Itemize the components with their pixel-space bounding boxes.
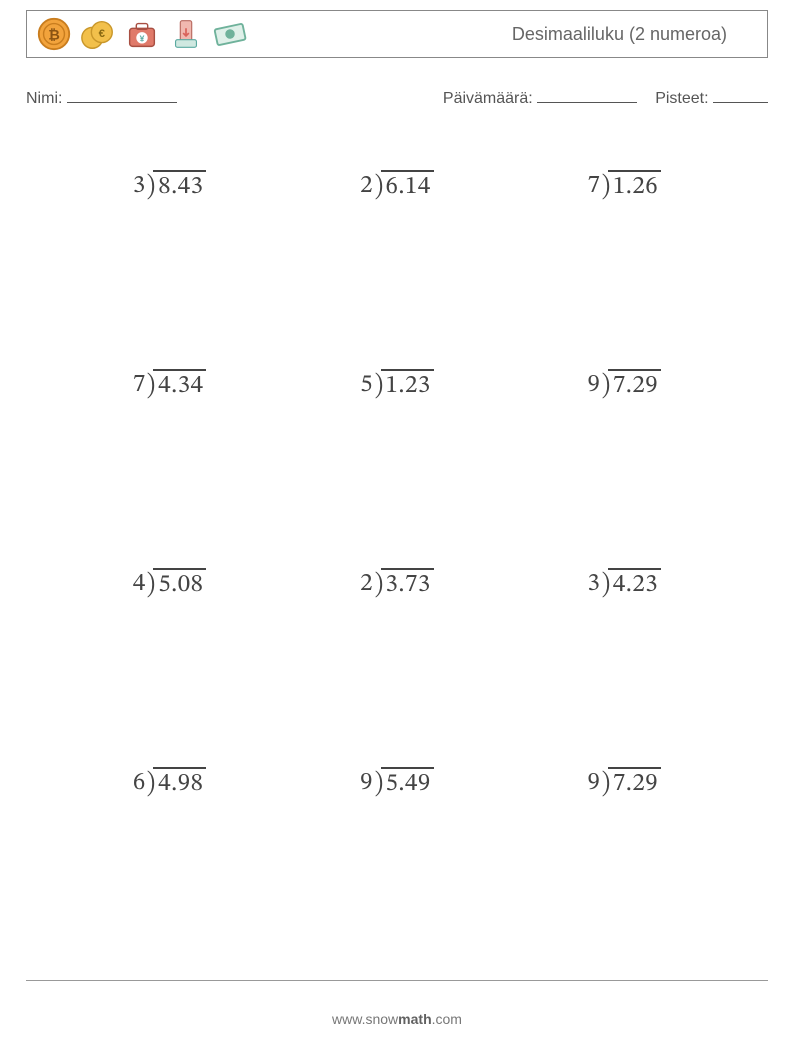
bitcoin-coin-icon: ₿ xyxy=(35,15,73,53)
division-bracket: ) xyxy=(374,372,383,400)
dividend: 4.34 xyxy=(153,369,206,398)
name-blank[interactable] xyxy=(67,86,177,103)
divisor: 2 xyxy=(360,571,373,597)
long-division: 9 ) 7.29 xyxy=(587,767,661,796)
name-field: Nimi: xyxy=(26,86,443,108)
division-bracket: ) xyxy=(147,571,156,599)
name-label: Nimi: xyxy=(26,90,62,107)
long-division: 3 ) 8.43 xyxy=(133,170,207,199)
division-bracket: ) xyxy=(147,173,156,201)
score-field: Pisteet: xyxy=(655,86,768,108)
footer-rule xyxy=(26,980,768,981)
long-division: 9 ) 5.49 xyxy=(360,767,434,796)
worksheet-title: Desimaaliluku (2 numeroa) xyxy=(512,24,727,45)
division-bracket: ) xyxy=(147,372,156,400)
divisor: 9 xyxy=(587,770,600,796)
svg-text:€: € xyxy=(99,28,106,40)
division-bracket: ) xyxy=(602,372,611,400)
dividend: 7.29 xyxy=(608,767,661,796)
divisor: 2 xyxy=(360,173,373,199)
divisor: 4 xyxy=(133,571,146,597)
svg-text:¥: ¥ xyxy=(140,34,145,44)
division-bracket: ) xyxy=(602,571,611,599)
long-division: 5 ) 1.23 xyxy=(360,369,434,398)
card-swipe-icon xyxy=(167,15,205,53)
dividend: 8.43 xyxy=(153,170,206,199)
long-division: 4 ) 5.08 xyxy=(133,568,207,597)
division-problem: 5 ) 1.23 xyxy=(283,369,510,398)
division-problem: 4 ) 5.08 xyxy=(56,568,283,597)
division-problem: 9 ) 5.49 xyxy=(283,767,510,796)
division-problem: 3 ) 8.43 xyxy=(56,170,283,199)
divisor: 9 xyxy=(587,372,600,398)
footer-prefix: www. xyxy=(332,1011,365,1027)
division-problem: 9 ) 7.29 xyxy=(511,369,738,398)
division-problem: 6 ) 4.98 xyxy=(56,767,283,796)
division-bracket: ) xyxy=(147,770,156,798)
long-division: 2 ) 3.73 xyxy=(360,568,434,597)
long-division: 7 ) 4.34 xyxy=(133,369,207,398)
division-problem: 2 ) 3.73 xyxy=(283,568,510,597)
problems-grid: 3 ) 8.43 2 ) 6.14 7 ) 1.26 7 ) 4.34 xyxy=(26,170,768,796)
dividend: 1.26 xyxy=(608,170,661,199)
long-division: 2 ) 6.14 xyxy=(360,170,434,199)
dividend: 5.08 xyxy=(153,568,206,597)
date-label: Päivämäärä: xyxy=(443,90,533,107)
division-bracket: ) xyxy=(374,770,383,798)
footer-brand-math: math xyxy=(398,1011,431,1027)
divisor: 7 xyxy=(133,372,146,398)
dividend: 3.73 xyxy=(381,568,434,597)
meta-row: Nimi: Päivämäärä: Pisteet: xyxy=(26,86,768,108)
divisor: 5 xyxy=(360,372,373,398)
dividend: 4.98 xyxy=(153,767,206,796)
date-blank[interactable] xyxy=(537,86,637,103)
svg-text:₿: ₿ xyxy=(48,28,60,44)
score-label: Pisteet: xyxy=(655,90,708,107)
footer-url: www.snowmath.com xyxy=(0,1011,794,1027)
divisor: 3 xyxy=(587,571,600,597)
date-field: Päivämäärä: xyxy=(443,86,637,108)
long-division: 7 ) 1.26 xyxy=(587,170,661,199)
long-division: 6 ) 4.98 xyxy=(133,767,207,796)
division-problem: 2 ) 6.14 xyxy=(283,170,510,199)
divisor: 9 xyxy=(360,770,373,796)
divisor: 7 xyxy=(587,173,600,199)
long-division: 3 ) 4.23 xyxy=(587,568,661,597)
dividend: 1.23 xyxy=(381,369,434,398)
header-box: ₿ € ¥ Desimaaliluku (2 numeroa) xyxy=(26,10,768,58)
division-problem: 9 ) 7.29 xyxy=(511,767,738,796)
worksheet-page: ₿ € ¥ Desimaaliluku (2 numeroa) Nimi: Pä… xyxy=(0,0,794,796)
cash-bill-icon xyxy=(211,15,249,53)
yen-briefcase-icon: ¥ xyxy=(123,15,161,53)
divisor: 6 xyxy=(133,770,146,796)
division-bracket: ) xyxy=(374,173,383,201)
long-division: 9 ) 7.29 xyxy=(587,369,661,398)
division-problem: 7 ) 4.34 xyxy=(56,369,283,398)
footer-brand-snow: snow xyxy=(365,1011,398,1027)
division-bracket: ) xyxy=(602,173,611,201)
division-problem: 7 ) 1.26 xyxy=(511,170,738,199)
dividend: 5.49 xyxy=(381,767,434,796)
header-icons: ₿ € ¥ xyxy=(35,15,249,53)
divisor: 3 xyxy=(133,173,146,199)
euro-coins-icon: € xyxy=(79,15,117,53)
score-blank[interactable] xyxy=(713,86,768,103)
dividend: 4.23 xyxy=(608,568,661,597)
division-bracket: ) xyxy=(374,571,383,599)
dividend: 7.29 xyxy=(608,369,661,398)
division-problem: 3 ) 4.23 xyxy=(511,568,738,597)
dividend: 6.14 xyxy=(381,170,434,199)
footer-suffix: .com xyxy=(432,1011,462,1027)
division-bracket: ) xyxy=(602,770,611,798)
